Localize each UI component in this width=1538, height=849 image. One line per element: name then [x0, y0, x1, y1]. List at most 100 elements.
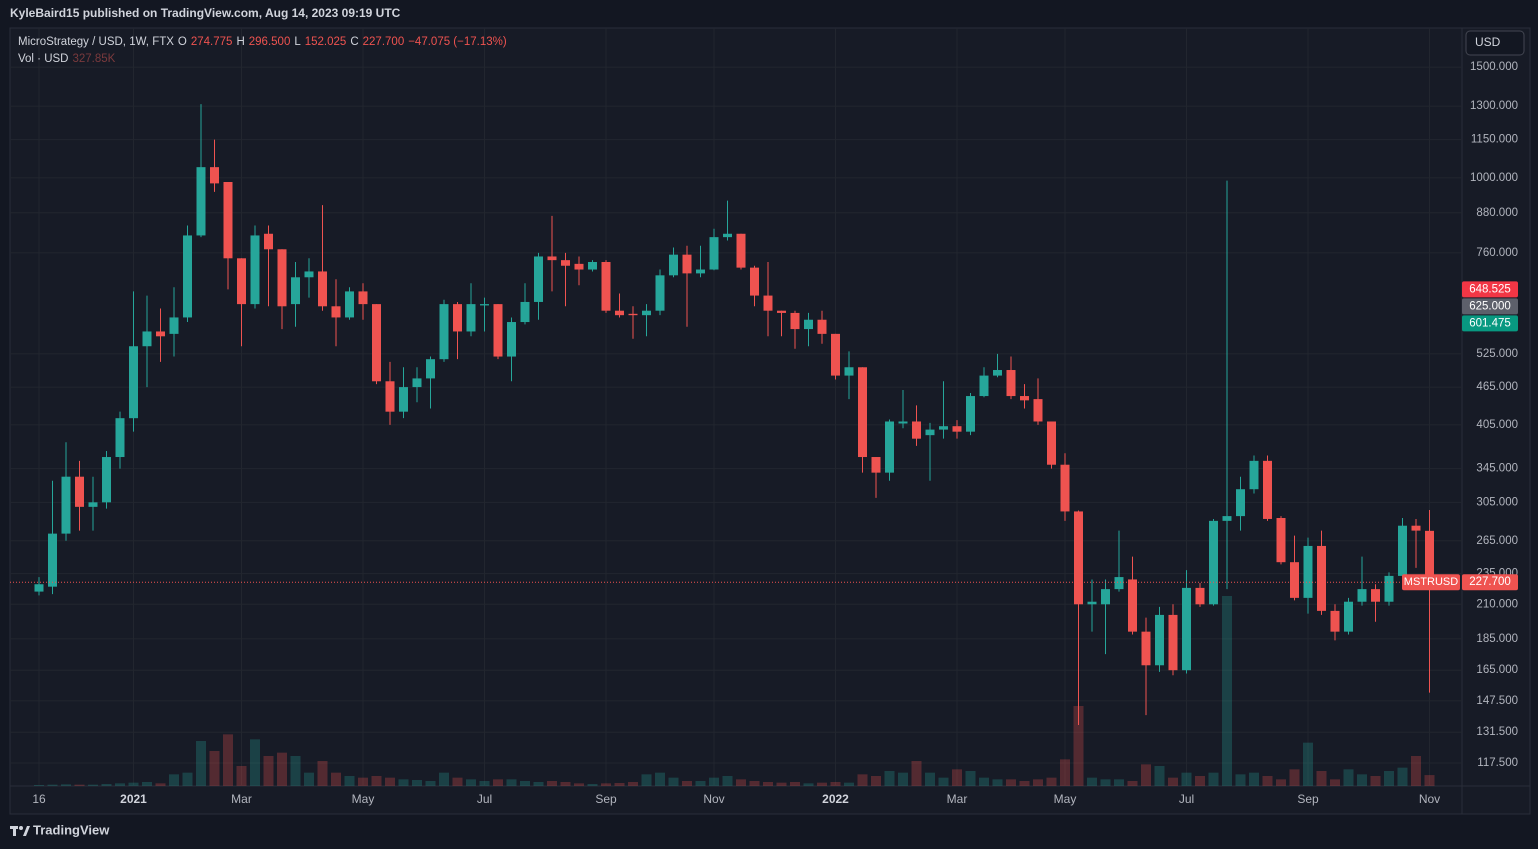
candle-body [615, 310, 624, 316]
candle-body [912, 421, 921, 439]
candle-body [520, 301, 530, 323]
volume-bar [34, 785, 44, 786]
candle-body [696, 269, 705, 274]
legend-value: 227.700 [363, 36, 405, 48]
candle-body [453, 304, 462, 332]
candle-body [277, 249, 287, 307]
candle-body [142, 331, 152, 347]
y-tick-label: 405.000 [1476, 419, 1518, 431]
candle-body [574, 263, 584, 270]
price-label-box [1462, 281, 1518, 298]
legend-value: 152.025 [305, 36, 347, 48]
candle-body [1236, 489, 1245, 517]
candle-body [871, 457, 881, 473]
y-tick-label: 185.000 [1476, 633, 1518, 645]
volume-bar [196, 741, 206, 786]
candle-body [925, 429, 935, 436]
candle-body [1047, 421, 1056, 465]
volume-bar [1384, 771, 1394, 786]
candle-body [642, 310, 651, 316]
publish-header: KyleBaird15 published on TradingView.com… [10, 6, 401, 20]
candle-body [1303, 545, 1313, 598]
candle-body [466, 304, 476, 332]
y-tick-label: 131.500 [1476, 726, 1518, 738]
volume-bar [1276, 779, 1286, 786]
volume-bar [736, 779, 746, 786]
candle-body [588, 261, 597, 270]
price-label-box [1462, 315, 1518, 332]
volume-bar [1087, 777, 1097, 786]
volume-bar [965, 771, 976, 786]
candle-body [1317, 545, 1326, 611]
candle-body [777, 310, 786, 313]
candle-body [1209, 520, 1218, 605]
volume-bar [1141, 764, 1151, 786]
x-tick-label: Sep [595, 792, 617, 806]
volume-bar [358, 777, 368, 786]
candle-body [1101, 589, 1110, 605]
volume-bar [979, 777, 989, 786]
volume-bar [682, 781, 692, 786]
volume-bar [452, 777, 463, 786]
volume-bar [304, 772, 314, 786]
volume-bar [533, 782, 544, 786]
volume-bar [520, 781, 530, 786]
volume-bar [668, 777, 679, 786]
volume-bar [169, 774, 179, 786]
currency-button-label[interactable]: USD [1475, 35, 1501, 49]
candle-body [898, 421, 908, 424]
candle-body [966, 396, 975, 432]
volume-bar [1249, 772, 1259, 786]
candle-body [750, 267, 759, 296]
candle-body [183, 235, 192, 318]
volume-bar [1289, 769, 1300, 786]
price-label: 601.475 [1469, 317, 1511, 329]
volume-bar [1046, 777, 1057, 786]
candle-body [1222, 516, 1232, 521]
x-tick-label: Jul [477, 792, 492, 806]
legend-symbol: MicroStrategy / USD, 1W, FTX [18, 36, 174, 48]
volume-bar [628, 782, 638, 786]
volume-bar [817, 782, 827, 786]
volume-bar [1262, 776, 1273, 786]
x-tick-label: 16 [32, 792, 46, 806]
volume-bar [1330, 779, 1340, 786]
volume-bar [250, 739, 260, 786]
candle-body [952, 426, 962, 432]
candle-body [561, 260, 570, 266]
volume-bar [1208, 772, 1219, 786]
candle-body [1249, 460, 1259, 490]
volume-bar [331, 772, 341, 786]
candle-body [102, 457, 111, 503]
volume-bar [1168, 777, 1178, 786]
y-tick-label: 880.000 [1476, 207, 1518, 219]
volume-bar [763, 782, 773, 786]
volume-bar [1127, 781, 1138, 786]
volume-bar [425, 781, 436, 786]
volume-bar [1181, 772, 1192, 786]
candle-body [115, 418, 125, 458]
x-tick-label: Jul [1179, 792, 1194, 806]
candle-body [1330, 610, 1340, 632]
volume-bar [898, 772, 908, 786]
legend-key: C [350, 36, 358, 48]
volume-bar [128, 782, 139, 786]
y-tick-label: 345.000 [1476, 463, 1518, 475]
candle-body [979, 375, 989, 397]
volume-bar [641, 774, 652, 786]
x-tick-label: Sep [1297, 792, 1319, 806]
currency-button[interactable] [1465, 30, 1525, 56]
volume-bar [952, 769, 962, 786]
symbol-tag-box [1402, 574, 1460, 591]
volume-bar [155, 783, 166, 786]
y-tick-label: 147.500 [1476, 695, 1518, 707]
volume-bar [884, 771, 895, 786]
volume-bar [1303, 742, 1313, 786]
volume-bar [371, 776, 382, 786]
candle-body [372, 304, 381, 382]
price-label-box [1462, 298, 1518, 315]
candle-body [993, 370, 1002, 376]
candle-body [210, 167, 219, 184]
candle-body [1155, 614, 1164, 666]
